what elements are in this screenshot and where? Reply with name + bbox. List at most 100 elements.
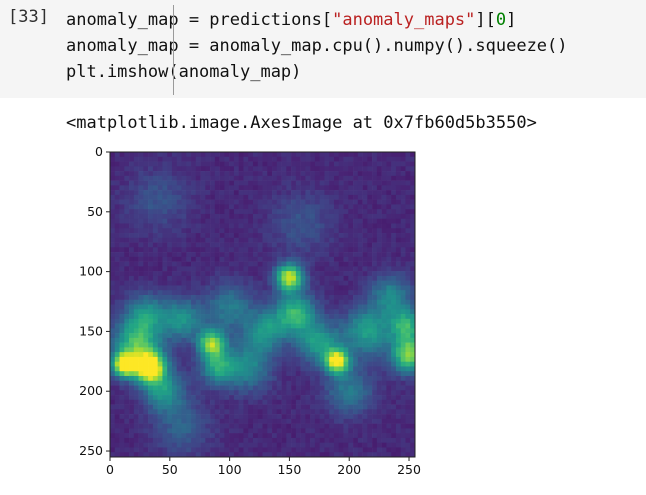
heatmap-cell <box>391 194 397 200</box>
code-line: anomaly_map = predictions["anomaly_maps"… <box>66 7 568 33</box>
heatmap-cell <box>381 304 387 310</box>
heatmap-cell <box>243 242 249 248</box>
heatmap-cell <box>248 156 254 162</box>
heatmap-cell <box>338 318 344 324</box>
heatmap-cell <box>338 390 344 396</box>
heatmap-cell <box>229 218 235 224</box>
heatmap-cell <box>405 280 411 286</box>
heatmap-cell <box>333 309 340 315</box>
heatmap-cell <box>367 175 373 181</box>
heatmap-cell <box>210 209 216 215</box>
heatmap-cell <box>138 213 144 220</box>
heatmap-cell <box>272 409 278 415</box>
heatmap-cell <box>400 294 406 301</box>
heatmap-cell <box>305 404 311 410</box>
heatmap-cell <box>186 395 192 401</box>
heatmap-cell <box>295 285 301 291</box>
heatmap-cell <box>338 366 344 372</box>
heatmap-cell <box>329 385 335 391</box>
heatmap-cell <box>381 261 387 267</box>
heatmap-cell <box>129 152 135 158</box>
heatmap-cell <box>310 175 316 181</box>
heatmap-cell <box>276 347 282 353</box>
heatmap-cell <box>314 294 320 301</box>
heatmap-cell <box>376 223 382 229</box>
code-editor[interactable]: anomaly_map = predictions["anomaly_maps"… <box>66 7 568 85</box>
heatmap-cell <box>391 228 397 234</box>
heatmap-cell <box>248 290 254 296</box>
heatmap-cell <box>343 423 349 429</box>
heatmap-cell <box>353 333 359 339</box>
heatmap-cell <box>272 423 278 429</box>
heatmap-cell <box>276 390 282 396</box>
heatmap-cell <box>348 247 354 253</box>
heatmap-cell <box>343 233 349 239</box>
heatmap-cell <box>291 166 297 172</box>
heatmap-cell <box>291 275 297 281</box>
heatmap-cell <box>129 261 135 267</box>
heatmap-cell <box>286 199 292 205</box>
heatmap-cell <box>219 166 225 172</box>
heatmap-cell <box>272 318 278 324</box>
heatmap-cell <box>124 342 130 348</box>
heatmap-cell <box>252 256 259 262</box>
heatmap-cell <box>367 418 373 424</box>
heatmap-cell <box>333 433 340 439</box>
heatmap-cell <box>210 437 216 444</box>
heatmap-cell <box>272 209 278 215</box>
heatmap-cell <box>181 247 187 253</box>
heatmap-cell <box>248 328 254 334</box>
code-cell-input[interactable]: [33] anomaly_map = predictions["anomaly_… <box>0 0 646 98</box>
heatmap-cell <box>110 228 116 234</box>
heatmap-cell <box>210 266 216 272</box>
heatmap-cell <box>281 261 287 267</box>
heatmap-cell <box>248 213 254 220</box>
heatmap-cell <box>257 452 263 458</box>
heatmap-cell <box>276 409 282 415</box>
heatmap-cell <box>272 356 278 362</box>
heatmap-cell <box>338 152 344 158</box>
heatmap-cell <box>348 385 354 391</box>
heatmap-cell <box>338 180 344 186</box>
heatmap-cell <box>410 299 416 305</box>
heatmap-cell <box>357 418 363 424</box>
heatmap-cell <box>224 380 230 386</box>
heatmap-cell <box>386 204 392 210</box>
heatmap-cell <box>300 242 306 248</box>
heatmap-cell <box>162 185 168 191</box>
heatmap-cell <box>157 314 163 320</box>
heatmap-cell <box>262 395 268 401</box>
heatmap-cell <box>200 199 206 205</box>
heatmap-cell <box>157 423 163 429</box>
heatmap-cell <box>205 299 211 305</box>
heatmap-cell <box>133 423 139 429</box>
heatmap-cell <box>319 233 325 239</box>
heatmap-cell <box>348 218 354 224</box>
heatmap-cell <box>186 309 192 315</box>
heatmap-cell <box>395 356 402 362</box>
heatmap-cell <box>405 228 411 234</box>
heatmap-cell <box>305 204 311 210</box>
heatmap-cell <box>391 247 397 253</box>
heatmap-cell <box>181 395 187 401</box>
heatmap-cell <box>324 218 330 224</box>
heatmap-cell <box>281 213 287 220</box>
heatmap-cell <box>338 309 344 315</box>
heatmap-cell <box>114 361 120 367</box>
heatmap-cell <box>243 194 249 200</box>
y-tick-label: 100 <box>79 264 103 279</box>
heatmap-cell <box>257 433 263 439</box>
heatmap-cell <box>386 280 392 286</box>
heatmap-cell <box>310 314 316 320</box>
heatmap-cell <box>210 409 216 415</box>
heatmap-cell <box>119 152 125 158</box>
heatmap-cell <box>305 314 311 320</box>
heatmap-cell <box>229 256 235 262</box>
heatmap-cell <box>229 337 235 343</box>
heatmap-cell <box>171 228 178 234</box>
heatmap-cell <box>276 352 282 358</box>
heatmap-cell <box>176 290 182 296</box>
heatmap-cell <box>248 361 254 367</box>
heatmap-cell <box>133 304 139 310</box>
